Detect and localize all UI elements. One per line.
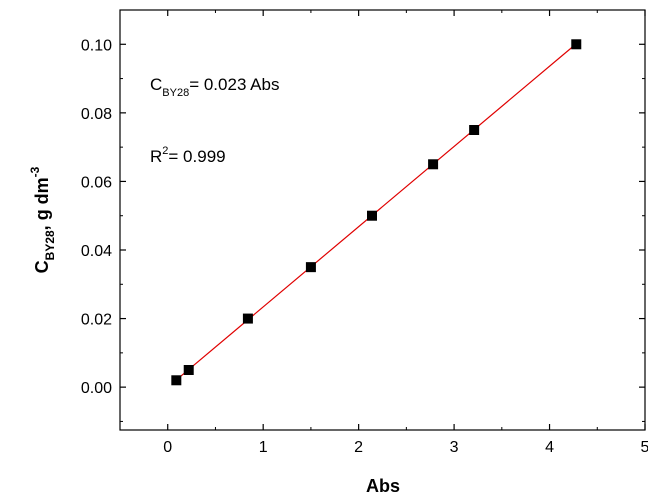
x-tick-label: 1: [259, 439, 268, 456]
y-tick-label: 0.06: [81, 174, 112, 191]
y-tick-label: 0.02: [81, 312, 112, 329]
y-tick-label: 0.00: [81, 380, 112, 397]
data-point: [367, 210, 377, 221]
data-points: [171, 39, 582, 386]
y-tick-label: 0.04: [81, 243, 112, 260]
x-tick-label: 0: [163, 439, 172, 456]
data-point: [571, 39, 582, 50]
data-point: [171, 375, 182, 386]
data-point: [469, 125, 480, 135]
data-point: [305, 262, 316, 273]
x-axis: 0 1 2 3 4 5: [119, 10, 648, 456]
x-tick-label: 3: [450, 439, 459, 456]
x-tick-label: 2: [354, 439, 363, 456]
annotation-r-squared: R2= 0.999: [150, 145, 226, 166]
x-axis-title: Abs: [366, 476, 400, 496]
y-tick-label: 0.08: [81, 106, 112, 123]
x-tick-label: 5: [641, 439, 648, 456]
data-point: [242, 313, 253, 324]
data-point: [428, 159, 439, 170]
y-axis-title: CBY28, g dm-3: [28, 166, 57, 273]
plot-frame: [119, 9, 646, 431]
data-point: [183, 365, 194, 375]
x-tick-label: 4: [545, 439, 554, 456]
y-axis: 0.00 0.02 0.04 0.06 0.08 0.10: [81, 37, 645, 422]
y-tick-label: 0.10: [81, 37, 112, 54]
annotation-equation: CBY28= 0.023 Abs: [150, 75, 279, 99]
